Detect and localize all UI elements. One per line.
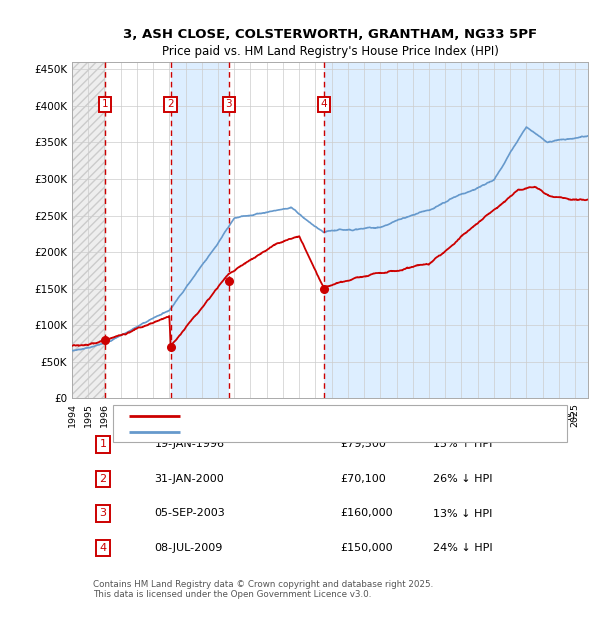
Text: £70,100: £70,100 [340, 474, 386, 484]
Text: 3: 3 [226, 99, 232, 109]
Text: HPI: Average price, detached house, South Kesteven: HPI: Average price, detached house, Sout… [191, 427, 465, 437]
Text: 1: 1 [102, 99, 109, 109]
Text: 3, ASH CLOSE, COLSTERWORTH, GRANTHAM, NG33 5PF: 3, ASH CLOSE, COLSTERWORTH, GRANTHAM, NG… [123, 28, 537, 41]
Text: 31-JAN-2000: 31-JAN-2000 [155, 474, 224, 484]
Text: 2: 2 [100, 474, 107, 484]
Bar [72, 62, 105, 399]
Text: 1: 1 [100, 440, 106, 450]
Text: 05-SEP-2003: 05-SEP-2003 [155, 508, 226, 518]
Text: 4: 4 [100, 543, 107, 553]
Text: Contains HM Land Registry data © Crown copyright and database right 2025.
This d: Contains HM Land Registry data © Crown c… [92, 580, 433, 600]
Text: £150,000: £150,000 [340, 543, 393, 553]
Text: 15% ↑ HPI: 15% ↑ HPI [433, 440, 493, 450]
Bar [324, 62, 588, 399]
Text: £79,500: £79,500 [340, 440, 386, 450]
Text: Price paid vs. HM Land Registry's House Price Index (HPI): Price paid vs. HM Land Registry's House … [161, 45, 499, 58]
Text: 08-JUL-2009: 08-JUL-2009 [155, 543, 223, 553]
Text: 2: 2 [167, 99, 174, 109]
Text: 13% ↓ HPI: 13% ↓ HPI [433, 508, 493, 518]
Bar [72, 62, 105, 399]
Text: 26% ↓ HPI: 26% ↓ HPI [433, 474, 493, 484]
Text: 4: 4 [320, 99, 327, 109]
Text: 3, ASH CLOSE, COLSTERWORTH, GRANTHAM, NG33 5PF (detached house): 3, ASH CLOSE, COLSTERWORTH, GRANTHAM, NG… [191, 411, 575, 421]
FancyBboxPatch shape [113, 405, 568, 443]
Text: 24% ↓ HPI: 24% ↓ HPI [433, 543, 493, 553]
Bar [170, 62, 229, 399]
Text: £160,000: £160,000 [340, 508, 393, 518]
Text: 19-JAN-1996: 19-JAN-1996 [155, 440, 224, 450]
Text: 3: 3 [100, 508, 106, 518]
